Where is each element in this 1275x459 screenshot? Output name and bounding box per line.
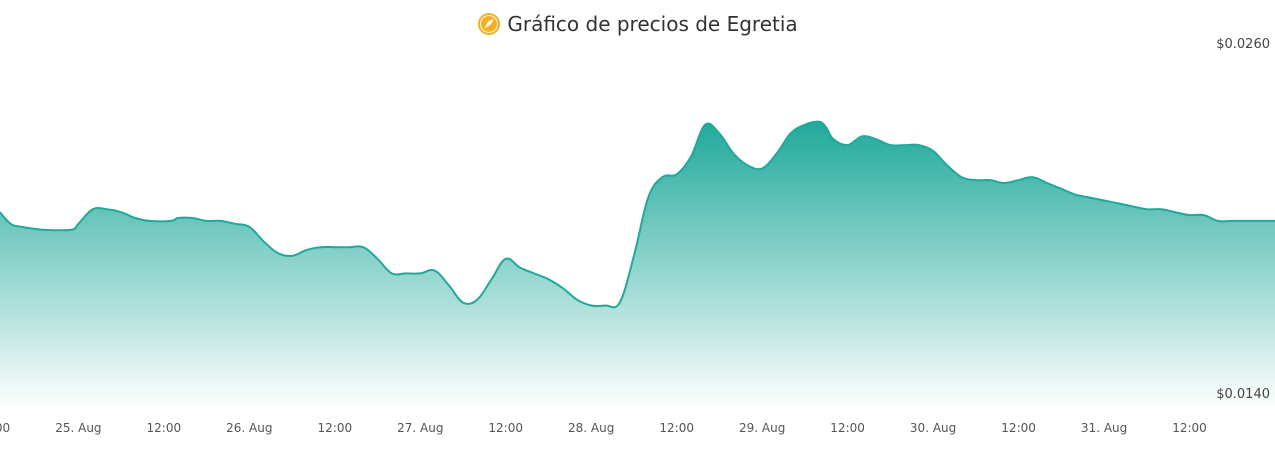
price-line: [0, 120, 1275, 309]
x-tick-label: 12:00: [147, 421, 182, 435]
price-area: [0, 121, 1275, 411]
x-tick-label: 12:00: [1001, 421, 1036, 435]
x-tick-label: 31. Aug: [1081, 421, 1127, 435]
x-tick-label: 12:00: [318, 421, 353, 435]
egretia-coin-icon: [478, 13, 501, 35]
x-tick-label: 12:00: [1172, 421, 1207, 435]
chart-title: Gráfico de precios de Egretia: [507, 12, 798, 36]
x-tick-label: 27. Aug: [397, 421, 443, 435]
x-tick-label: 29. Aug: [739, 421, 785, 435]
x-tick-label: 12:00: [488, 421, 523, 435]
x-tick-label: 12:00: [659, 421, 694, 435]
x-tick-label: 12:00: [0, 421, 10, 435]
x-tick-label: 26. Aug: [226, 421, 272, 435]
chart-header: Gráfico de precios de Egretia: [0, 12, 1275, 36]
x-tick-label: 28. Aug: [568, 421, 614, 435]
x-tick-label: 25. Aug: [55, 421, 101, 435]
y-tick-label-bottom: $0.0140: [1216, 387, 1270, 402]
x-axis: 12:00 25. Aug 12:00 26. Aug 12:00 27. Aug 12:0…: [0, 421, 1207, 435]
x-tick-label: 30. Aug: [910, 421, 956, 435]
y-tick-label-top: $0.0260: [1216, 37, 1270, 52]
x-tick-label: 12:00: [830, 421, 865, 435]
